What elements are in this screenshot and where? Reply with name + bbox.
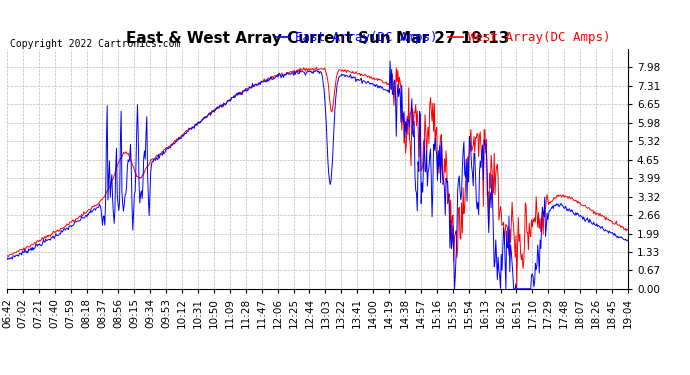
Title: East & West Array Current Sun Mar 27 19:13: East & West Array Current Sun Mar 27 19:…	[126, 31, 509, 46]
Text: Copyright 2022 Cartronics.com: Copyright 2022 Cartronics.com	[10, 39, 181, 50]
Legend: East Array(DC Amps), West Array(DC Amps): East Array(DC Amps), West Array(DC Amps)	[270, 26, 615, 49]
